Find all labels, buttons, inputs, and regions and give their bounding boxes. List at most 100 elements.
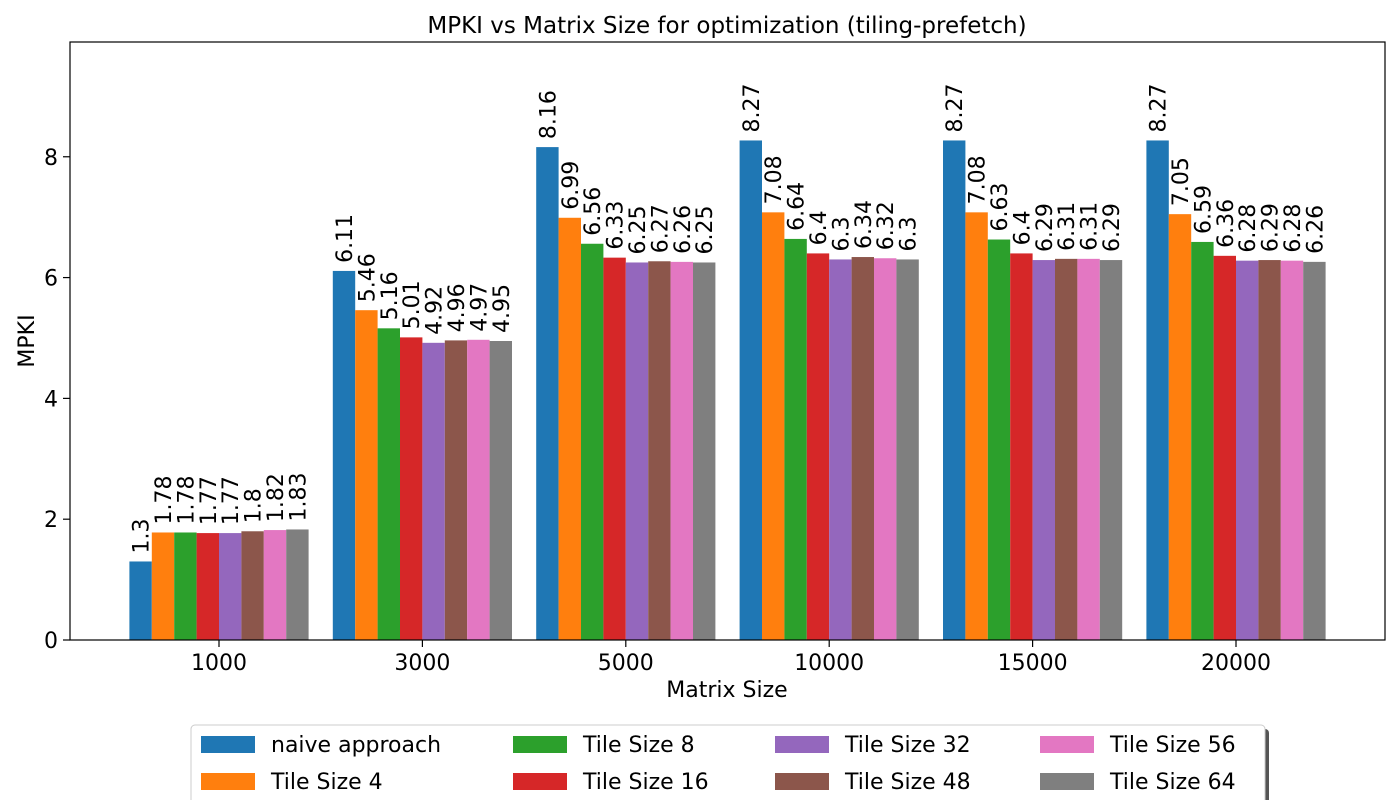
plot-area: 1.3 6.11 8.16 8.27 8.27 8.27 1.78 5.46 6.99 7.08 7… (129, 83, 1328, 641)
plot-frame (69, 41, 1386, 641)
y-tick-label: 6 (44, 267, 58, 292)
bar-value-label: 6.25 (693, 205, 718, 254)
bar (784, 238, 807, 640)
x-axis-label: Matrix Size (666, 678, 787, 703)
legend-entry: Tile Size 4 (270, 770, 383, 795)
bar-value-label: 6.64 (785, 182, 810, 231)
bar-value-label: 6.29 (1033, 203, 1058, 252)
bar (1032, 260, 1055, 640)
bar (987, 239, 1011, 640)
legend-entry: Tile Size 64 (1109, 770, 1236, 795)
bar-value-label: 6.99 (559, 161, 584, 210)
bar-value-label: 1.82 (264, 473, 289, 522)
legend-entry: Tile Size 16 (582, 770, 709, 795)
bar (739, 140, 762, 640)
bar (1099, 260, 1123, 640)
y-axis: 0 2 4 6 8 (44, 146, 70, 654)
bar (1168, 214, 1192, 640)
bar-value-label: 6.26 (671, 205, 696, 254)
bar (422, 342, 445, 640)
bar-value-label: 4.96 (445, 283, 470, 332)
legend-swatch (513, 736, 567, 753)
bar-value-label: 7.08 (966, 155, 991, 204)
bar (241, 531, 264, 640)
bar (263, 530, 287, 640)
legend-swatch (775, 736, 829, 753)
bar (1146, 140, 1169, 640)
bar (1213, 255, 1236, 640)
x-tick-label: 15000 (998, 651, 1068, 676)
bar (151, 532, 175, 640)
bar (196, 533, 219, 640)
bar-value-label: 5.46 (355, 253, 380, 302)
bar (377, 328, 400, 640)
bar-value-label: 5.01 (400, 280, 425, 329)
bar (851, 257, 874, 640)
legend: naive approach Tile Size 4 Tile Size 8 Tile… (190, 724, 1269, 804)
x-tick-label: 1000 (191, 651, 247, 676)
bar-value-label: 6.4 (1010, 210, 1035, 245)
chart-title: MPKI vs Matrix Size for optimization (ti… (427, 13, 1026, 39)
bar-value-label: 8.27 (1147, 83, 1172, 132)
bar (693, 262, 716, 640)
x-tick-label: 3000 (394, 651, 450, 676)
bar (1303, 261, 1326, 640)
bar (581, 243, 604, 640)
x-tick-label: 5000 (598, 651, 654, 676)
legend-swatch (201, 736, 255, 753)
bar-value-label: 4.92 (423, 286, 448, 335)
bar (603, 257, 626, 640)
bar (625, 262, 649, 640)
y-axis-label: MPKI (15, 314, 40, 367)
bar-value-label: 1.78 (174, 475, 199, 524)
legend-swatch (1040, 736, 1094, 753)
bar-value-label: 7.05 (1169, 157, 1194, 206)
bar-value-label: 1.77 (219, 476, 244, 525)
y-tick-label: 8 (44, 146, 58, 171)
x-axis: 1000 3000 5000 10000 15000 20000 (191, 640, 1271, 676)
legend-entry: naive approach (271, 733, 441, 758)
bar-value-label: 6.32 (874, 201, 899, 250)
bar-value-label: 8.16 (536, 90, 561, 139)
bar-value-label: 8.27 (740, 83, 765, 132)
legend-swatch (775, 773, 829, 790)
bar-value-label: 6.3 (897, 216, 922, 251)
bar (1055, 258, 1078, 640)
legend-entry: Tile Size 56 (1109, 733, 1236, 758)
bar-value-label: 6.26 (1303, 205, 1328, 254)
bar (1280, 260, 1304, 640)
bar (355, 310, 378, 640)
bar (536, 147, 559, 640)
bar-value-label: 8.27 (943, 83, 968, 132)
y-tick-label: 2 (44, 508, 58, 533)
bar (1077, 258, 1100, 640)
bar-value-label: 6.56 (581, 187, 606, 236)
bar (1236, 260, 1259, 640)
bar-value-label: 4.97 (467, 283, 492, 332)
bar-value-label: 6.63 (988, 183, 1013, 232)
bar-value-label: 6.34 (852, 200, 877, 249)
bar-value-label: 6.36 (1214, 199, 1239, 248)
bar (1191, 241, 1214, 640)
bar (467, 339, 490, 640)
bar (1010, 253, 1033, 641)
bar (874, 258, 897, 640)
legend-swatch (513, 773, 567, 790)
bar-value-label: 4.95 (490, 284, 515, 333)
bar (829, 259, 852, 640)
bar (219, 533, 242, 640)
x-tick-label: 10000 (794, 651, 864, 676)
bar (1258, 260, 1281, 640)
bar (332, 270, 356, 640)
legend-entry: Tile Size 32 (844, 733, 971, 758)
bar-value-label: 6.25 (626, 205, 651, 254)
bar-value-label: 1.83 (286, 472, 311, 521)
bar (174, 532, 197, 640)
bar-value-label: 1.8 (242, 488, 267, 523)
x-tick-label: 20000 (1201, 651, 1271, 676)
bar-value-label: 1.77 (197, 476, 222, 525)
bar (286, 529, 309, 640)
bar-value-label: 5.16 (378, 271, 403, 320)
